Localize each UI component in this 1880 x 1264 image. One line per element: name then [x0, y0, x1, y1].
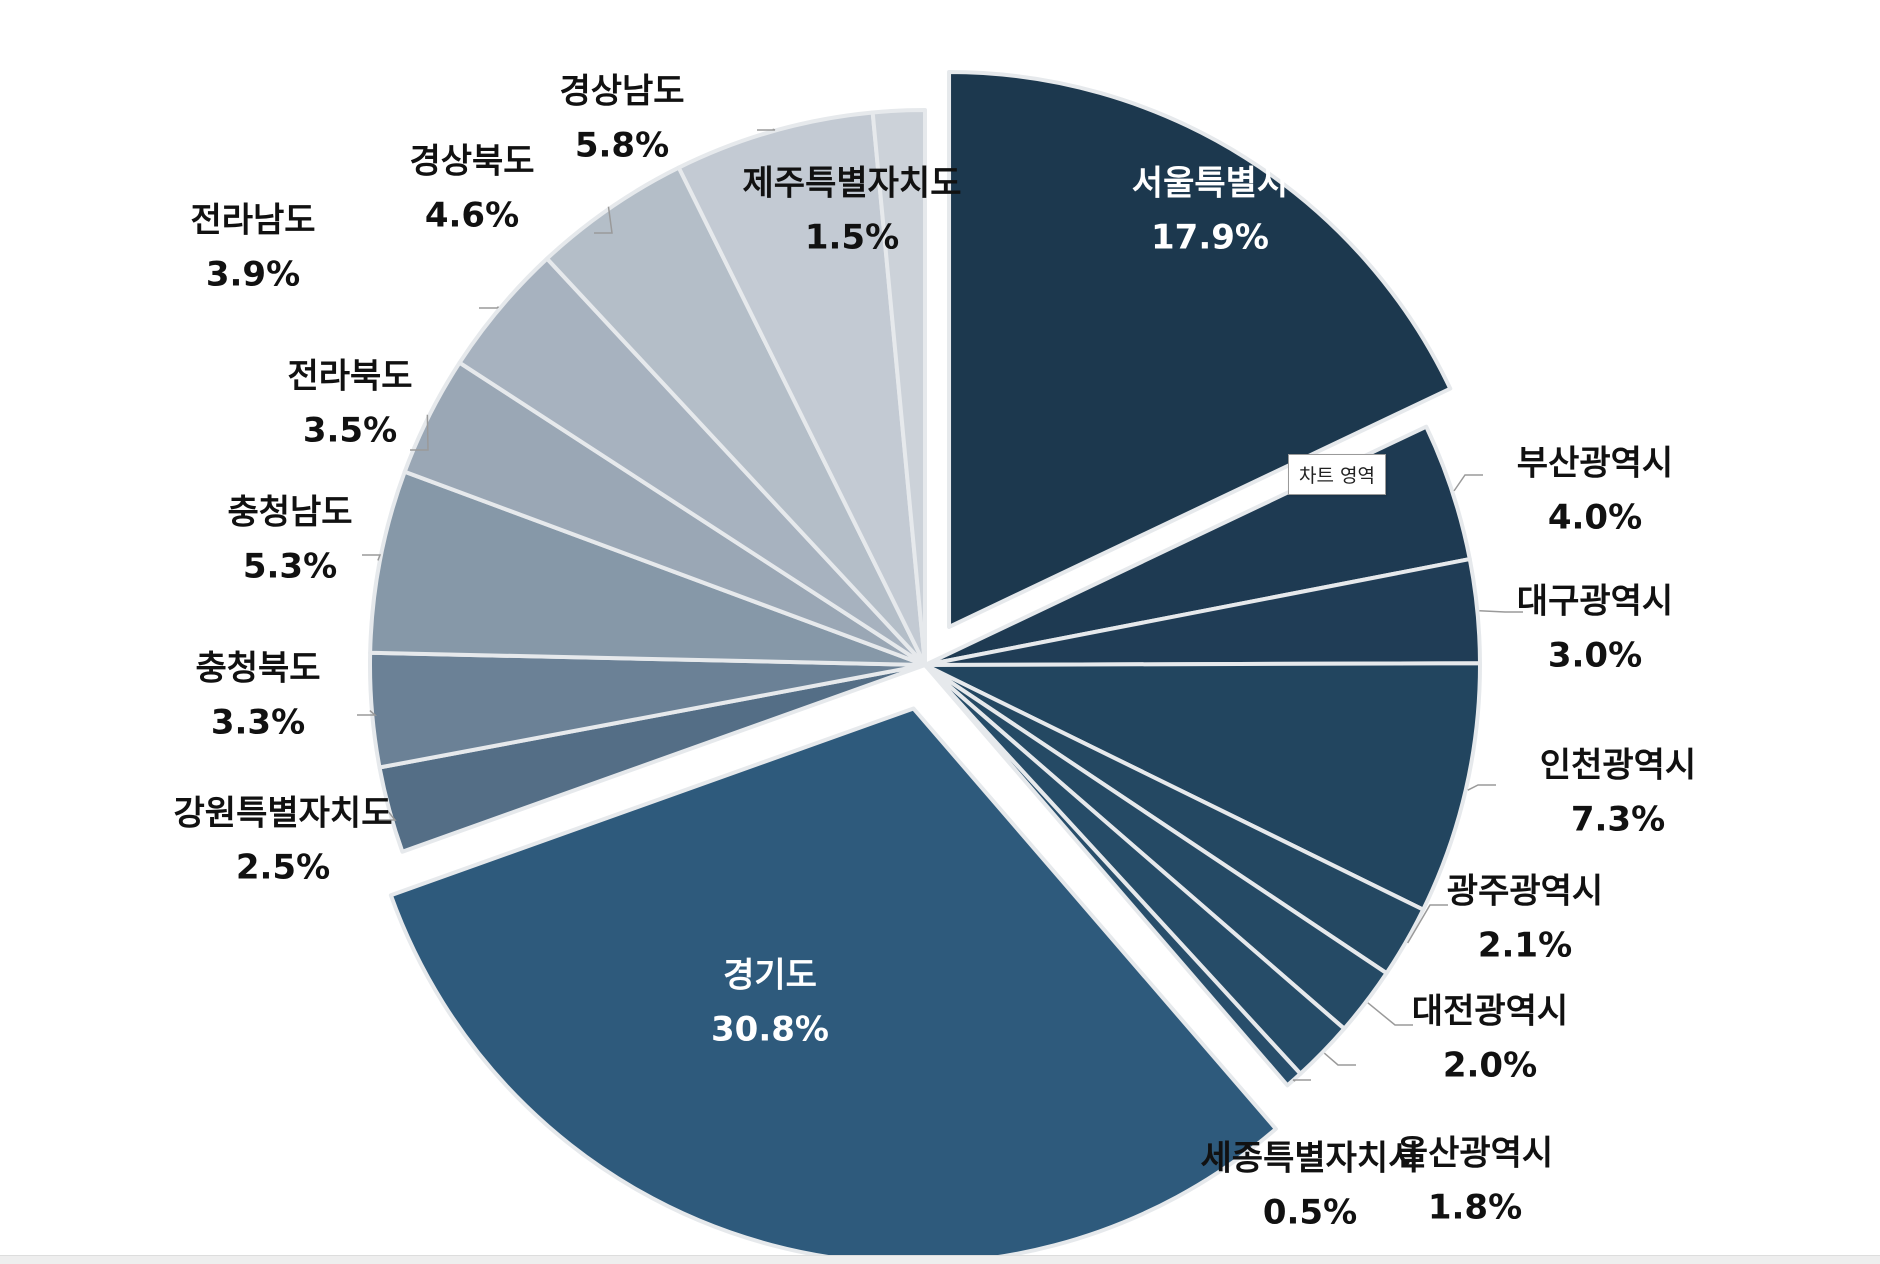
slice-label-14: 전라남도 [190, 201, 315, 241]
leader-line-3 [1479, 609, 1523, 613]
slice-value-label-8: 0.5% [1263, 1193, 1357, 1233]
slice-value-label-15: 4.6% [425, 196, 519, 236]
slice-value-label-12: 5.3% [243, 547, 337, 587]
leader-line-5 [1407, 904, 1448, 944]
leader-line-16 [757, 128, 776, 131]
chart-area-tooltip: 차트 영역 [1288, 454, 1386, 495]
slice-label-13: 전라북도 [287, 357, 412, 397]
pie-slice-9[interactable] [388, 706, 1278, 1264]
slice-value-label-7: 1.8% [1428, 1188, 1522, 1228]
pie-slice-1[interactable] [947, 69, 1453, 629]
slice-label-5: 광주광역시 [1447, 872, 1603, 912]
leader-line-13 [410, 414, 429, 451]
leader-line-2 [1453, 474, 1483, 492]
slice-value-label-4: 7.3% [1571, 800, 1665, 840]
slice-label-7: 울산광역시 [1397, 1134, 1553, 1174]
pie-slice-17[interactable] [870, 108, 927, 667]
leader-line-15 [594, 206, 613, 234]
leader-line-12 [362, 554, 382, 561]
slice-label-3: 대구광역시 [1517, 582, 1673, 622]
slice-value-label-14: 3.9% [206, 255, 300, 295]
slice-label-16: 경상남도 [559, 72, 684, 112]
slice-label-12: 충청남도 [227, 493, 352, 533]
slice-value-label-1: 17.9% [1151, 218, 1269, 258]
labels-group: 서울특별시 17.9% 부산광역시 4.0% 대구광역시 3.0% 인천광역시 7.3% 광주광… [174, 72, 1697, 1233]
leader-lines-group [357, 128, 1523, 1082]
pie-slice-15[interactable] [545, 165, 927, 667]
slice-value-label-2: 4.0% [1548, 498, 1642, 538]
slice-label-4: 인천광역시 [1540, 746, 1696, 786]
slice-label-9: 경기도 [723, 956, 817, 996]
slice-label-10: 강원특별자치도 [174, 794, 393, 834]
slice-label-17: 제주특별자치도 [743, 164, 962, 204]
leader-line-4 [1467, 784, 1496, 791]
slice-label-11: 충청북도 [195, 649, 320, 689]
slice-value-label-3: 3.0% [1548, 636, 1642, 676]
slice-label-15: 경상북도 [409, 142, 534, 182]
slices-group [368, 69, 1483, 1264]
pie-slice-12[interactable] [368, 469, 927, 667]
slice-value-label-6: 2.0% [1443, 1046, 1537, 1086]
slice-value-label-16: 5.8% [575, 126, 669, 166]
pie-slice-16[interactable] [676, 110, 927, 667]
bottom-border [0, 1255, 1880, 1264]
leader-line-14 [479, 306, 500, 309]
slice-label-1: 서울특별시 [1132, 164, 1288, 204]
leader-line-10 [377, 810, 397, 821]
slice-value-label-13: 3.5% [303, 411, 397, 451]
slice-label-8: 세종특별자치시 [1201, 1139, 1420, 1179]
slice-value-label-10: 2.5% [236, 848, 330, 888]
slice-value-label-11: 3.3% [211, 703, 305, 743]
slice-value-label-5: 2.1% [1478, 926, 1572, 966]
slice-label-6: 대전광역시 [1412, 992, 1568, 1032]
leader-line-8 [1292, 1079, 1311, 1082]
leader-line-6 [1367, 1002, 1413, 1026]
slice-value-label-9: 30.8% [711, 1010, 829, 1050]
leader-line-7 [1323, 1052, 1356, 1066]
leader-line-11 [357, 709, 378, 716]
slice-label-2: 부산광역시 [1517, 444, 1673, 484]
pie-slice-4[interactable] [923, 661, 1483, 912]
slice-value-label-17: 1.5% [805, 218, 899, 258]
